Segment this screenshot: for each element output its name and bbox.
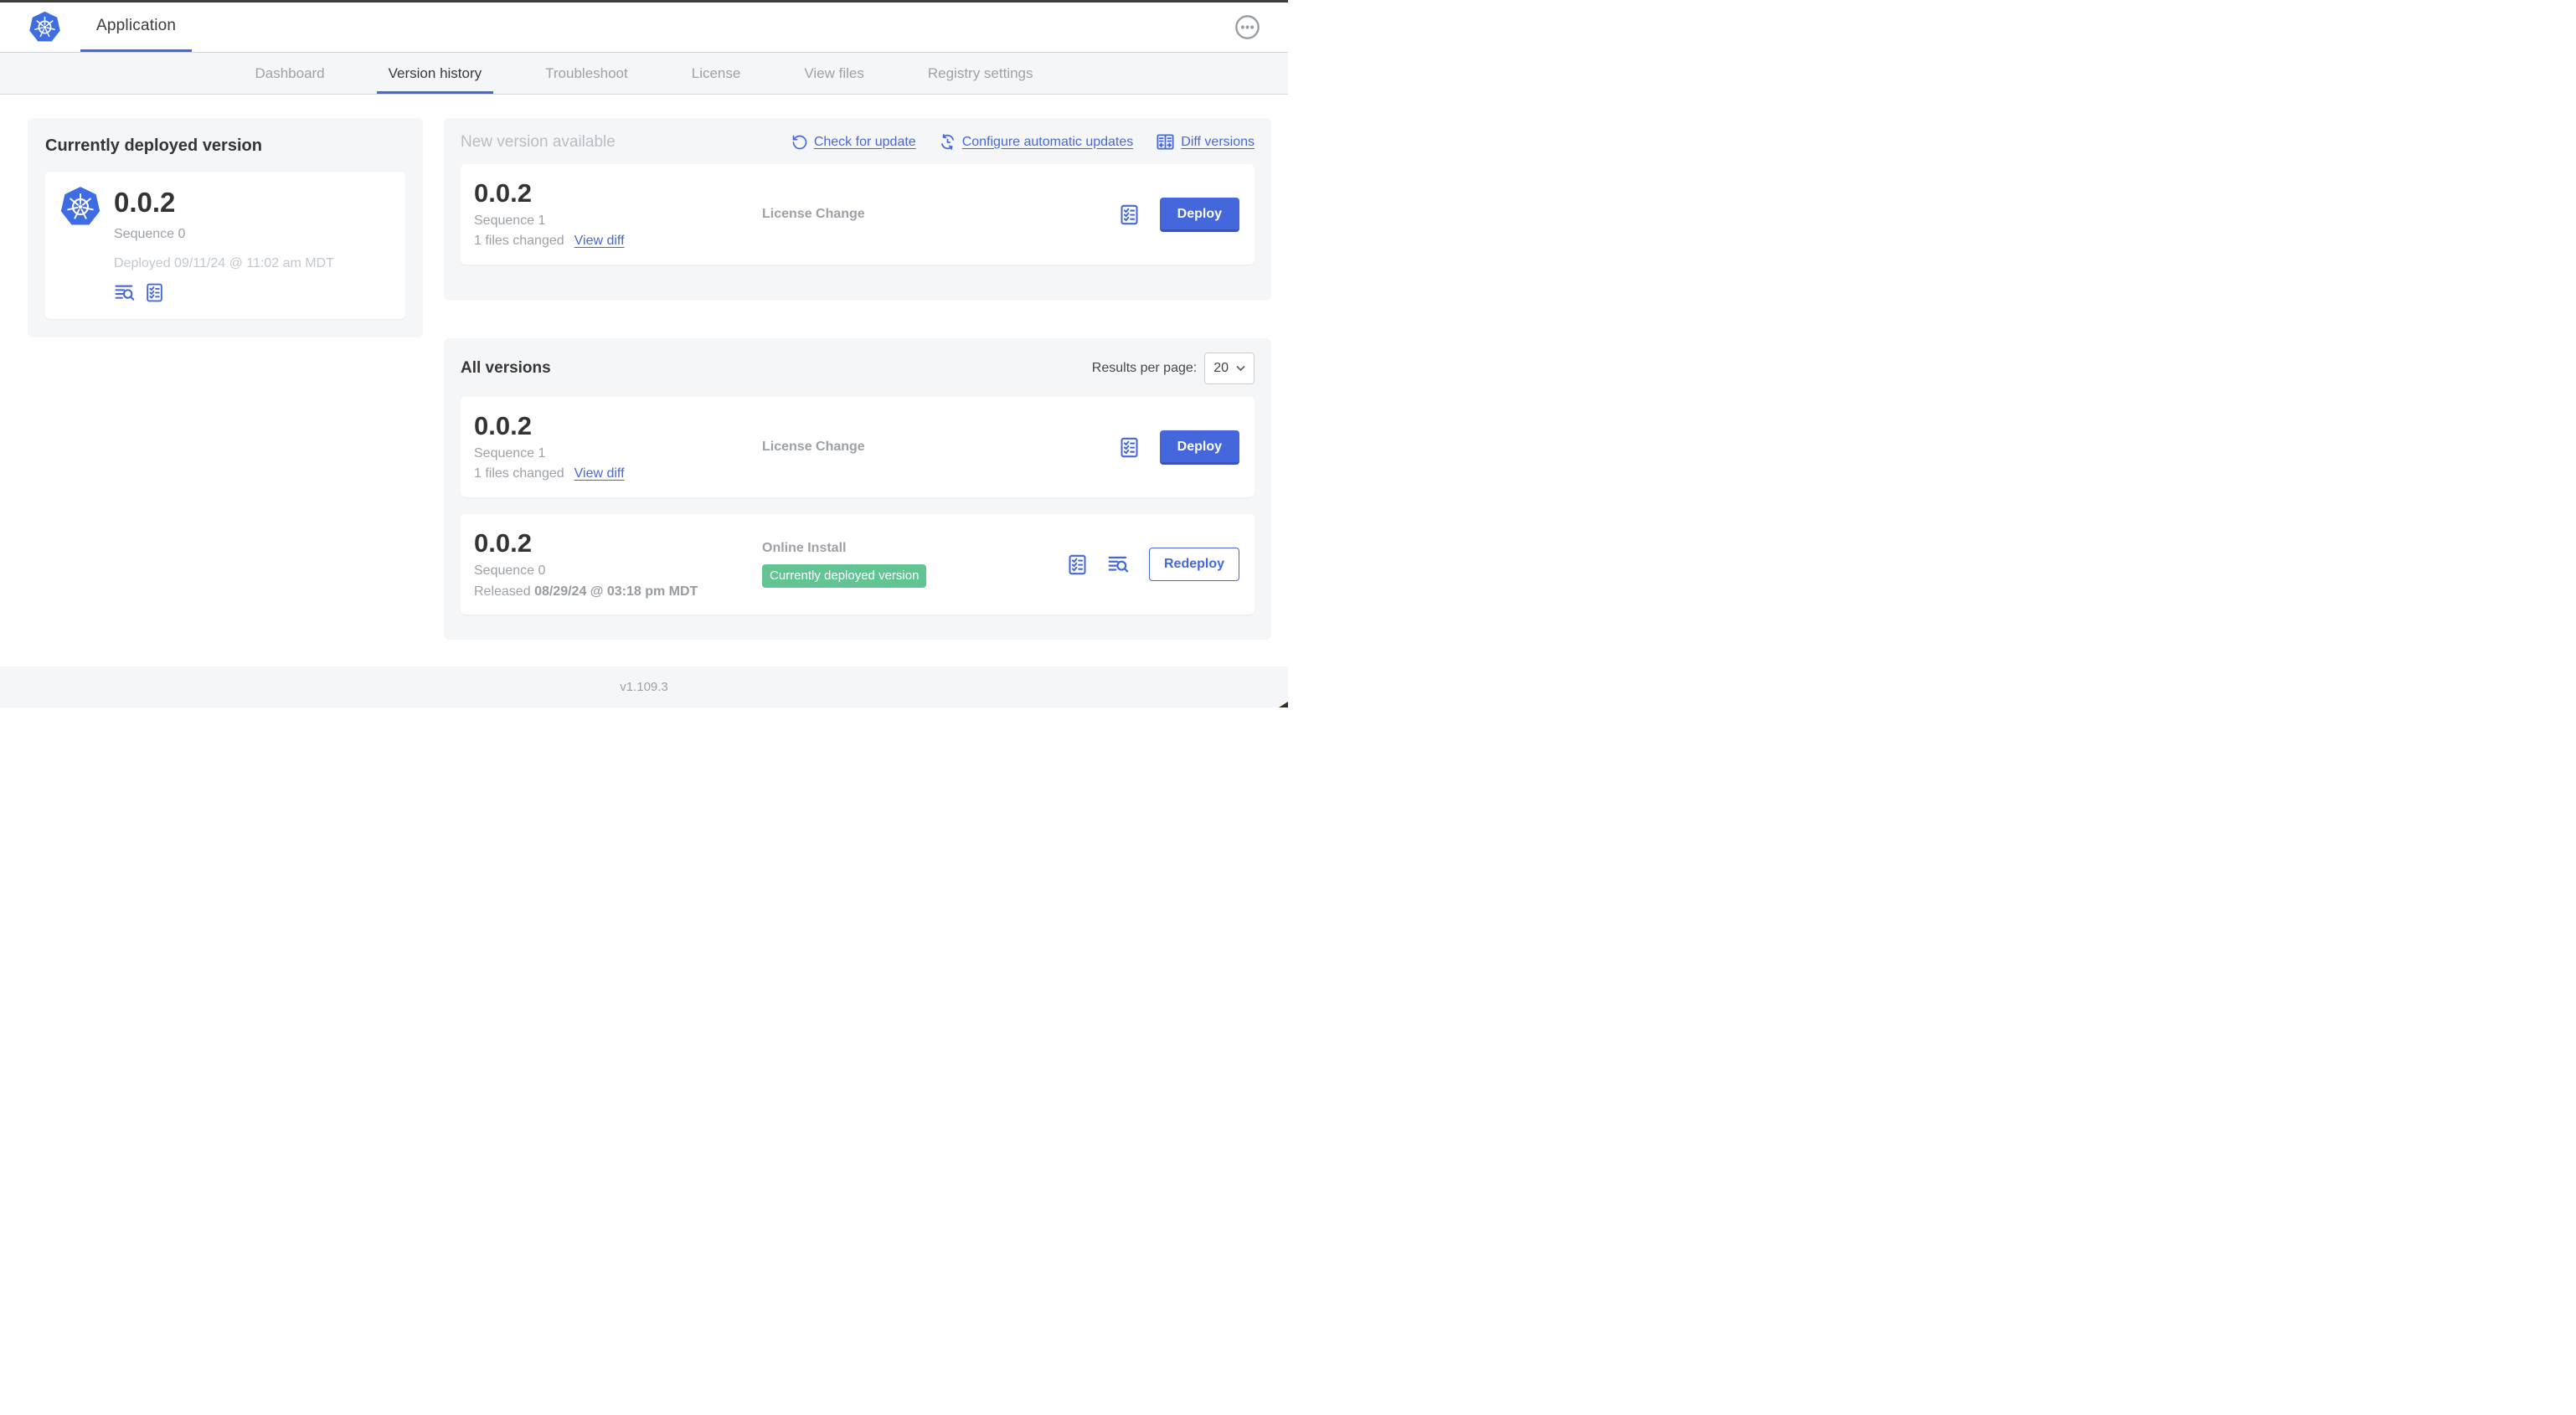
all-versions-title: All versions	[461, 359, 551, 377]
files-changed-label: 1 files changed	[474, 234, 564, 248]
new-version-card: 0.0.2 Sequence 1 1 files changed View di…	[461, 164, 1255, 265]
view-diff-link[interactable]: View diff	[574, 466, 625, 481]
new-version-panel: New version available Check for update C…	[444, 118, 1271, 301]
version-source-label: License Change	[762, 440, 865, 454]
version-number: 0.0.2	[474, 527, 532, 558]
tab-application[interactable]: Application	[80, 3, 193, 52]
tab-dashboard[interactable]: Dashboard	[255, 64, 325, 81]
diff-versions-label: Diff versions	[1181, 134, 1255, 149]
tab-registry-settings[interactable]: Registry settings	[927, 64, 1033, 81]
configure-automatic-updates-link[interactable]: Configure automatic updates	[939, 133, 1134, 151]
deploy-button[interactable]: Deploy	[1159, 430, 1239, 465]
version-sequence: Sequence 1	[474, 446, 546, 461]
files-changed-label: 1 files changed	[474, 466, 564, 481]
main-content: Currently deployed version 0.0.2 Sequenc…	[0, 95, 1288, 666]
diff-versions-link[interactable]: Diff versions	[1156, 132, 1255, 152]
all-versions-panel: All versions Results per page: 20 0.0.2 …	[444, 338, 1271, 640]
preflight-checks-icon	[144, 282, 165, 303]
results-per-page-select[interactable]: 20	[1204, 352, 1255, 384]
preflight-checks-button[interactable]	[1118, 203, 1141, 226]
cursor-artifact	[1279, 702, 1288, 708]
released-prefix: Released	[474, 584, 531, 599]
released-date: 08/29/24 @ 03:18 pm MDT	[534, 584, 698, 599]
currently-deployed-title: Currently deployed version	[45, 136, 262, 155]
preflight-checks-button[interactable]	[1118, 436, 1141, 459]
preflight-checks-icon	[1066, 553, 1089, 576]
chevron-down-icon	[1236, 365, 1245, 372]
kubernetes-logo-icon	[28, 3, 62, 52]
version-row: 0.0.2 Sequence 0 Released 08/29/24 @ 03:…	[461, 514, 1255, 615]
new-version-title: New version available	[461, 132, 616, 151]
more-menu-button[interactable]	[1234, 14, 1260, 41]
current-version-sequence: Sequence 0	[114, 227, 186, 241]
console-version-label: v1.109.3	[620, 680, 668, 694]
version-source-label: License Change	[762, 207, 865, 221]
redeploy-button[interactable]: Redeploy	[1148, 548, 1239, 581]
version-source-label: Online Install	[762, 541, 847, 555]
deploy-logs-button[interactable]	[1107, 553, 1130, 575]
refresh-icon	[791, 134, 808, 151]
check-for-update-label: Check for update	[813, 134, 916, 149]
tab-version-history[interactable]: Version history	[376, 53, 494, 94]
version-number: 0.0.2	[474, 178, 532, 208]
version-sequence: Sequence 0	[474, 563, 546, 578]
current-version-deployed-at: Deployed 09/11/24 @ 11:02 am MDT	[114, 256, 334, 270]
version-sequence: Sequence 1	[474, 214, 546, 228]
version-row: 0.0.2 Sequence 1 1 files changed View di…	[461, 397, 1255, 497]
deploy-button[interactable]: Deploy	[1159, 197, 1239, 232]
results-per-page-value: 20	[1213, 361, 1229, 375]
ellipsis-icon	[1234, 14, 1260, 40]
current-version-number: 0.0.2	[114, 187, 176, 218]
currently-deployed-card: 0.0.2 Sequence 0 Deployed 09/11/24 @ 11:…	[45, 172, 405, 319]
tab-license[interactable]: License	[691, 64, 741, 81]
preflight-checks-icon	[1118, 436, 1141, 459]
window-top-edge	[0, 0, 1288, 3]
deploy-logs-icon	[1107, 553, 1130, 575]
tab-troubleshoot[interactable]: Troubleshoot	[545, 64, 628, 81]
app-header: Application	[0, 3, 1288, 53]
preflight-checks-icon	[1118, 203, 1141, 226]
currently-deployed-panel: Currently deployed version 0.0.2 Sequenc…	[28, 118, 423, 337]
preflight-checks-button[interactable]	[1066, 553, 1089, 576]
tab-view-files[interactable]: View files	[804, 64, 864, 81]
configure-automatic-updates-label: Configure automatic updates	[961, 134, 1134, 149]
kubernetes-app-icon	[59, 185, 102, 229]
results-per-page-label: Results per page:	[1091, 361, 1198, 375]
version-released-at: Released 08/29/24 @ 03:18 pm MDT	[474, 584, 762, 599]
app-tab-label: Application	[96, 17, 177, 34]
preflight-checks-button[interactable]	[144, 282, 165, 303]
check-for-update-link[interactable]: Check for update	[791, 134, 916, 151]
scheduled-update-icon	[939, 133, 956, 151]
deploy-logs-button[interactable]	[114, 282, 136, 303]
diff-icon	[1156, 132, 1175, 152]
header-spacer	[192, 3, 1234, 52]
view-diff-link[interactable]: View diff	[574, 234, 625, 248]
deploy-logs-icon	[114, 282, 136, 303]
app-sub-nav: Dashboard Version history Troubleshoot L…	[0, 53, 1288, 95]
currently-deployed-badge: Currently deployed version	[762, 564, 927, 588]
app-footer: v1.109.3	[0, 666, 1288, 708]
right-column: New version available Check for update C…	[444, 118, 1271, 666]
version-number: 0.0.2	[474, 411, 532, 440]
